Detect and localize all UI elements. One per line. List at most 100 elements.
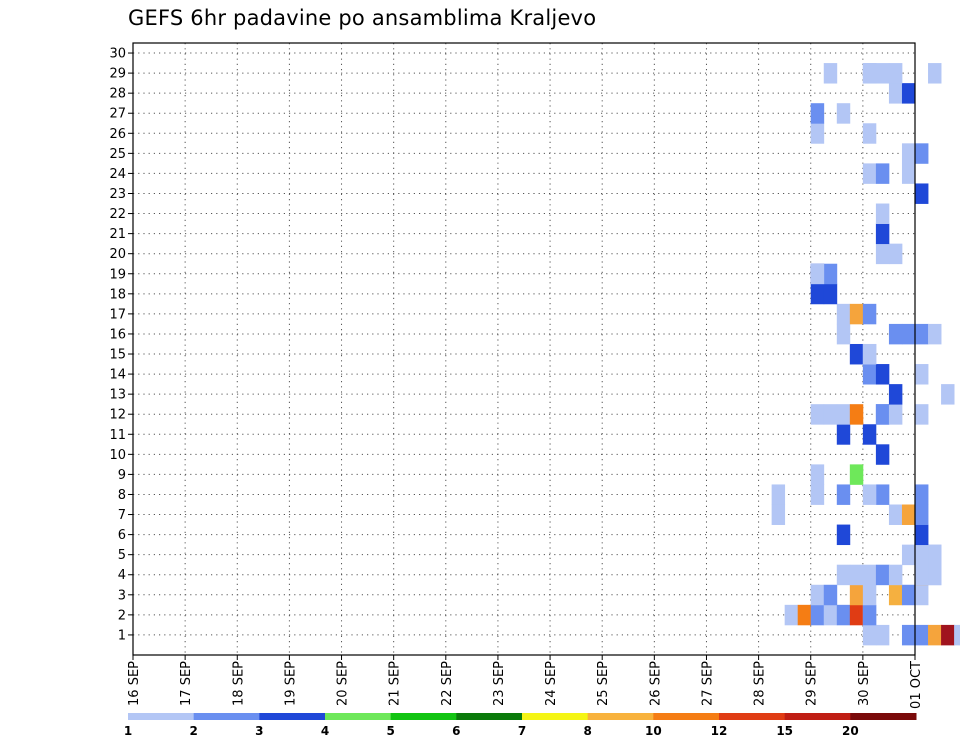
y-tick-label: 16 bbox=[109, 327, 126, 342]
heatmap-cell bbox=[836, 404, 851, 425]
colorbar-label: 1 bbox=[124, 724, 132, 738]
x-tick-label: 21 SEP bbox=[388, 661, 403, 706]
heatmap-cell bbox=[810, 283, 825, 305]
y-tick-label: 14 bbox=[109, 368, 126, 383]
heatmap-cell bbox=[823, 283, 838, 305]
y-tick-label: 3 bbox=[118, 588, 126, 603]
x-tick-label: 24 SEP bbox=[544, 661, 559, 706]
heatmap-cell bbox=[901, 323, 916, 345]
heatmap-cell bbox=[888, 323, 903, 345]
heatmap-cell bbox=[875, 444, 890, 465]
heatmap-cell bbox=[849, 343, 864, 365]
x-tick-label: 20 SEP bbox=[336, 661, 351, 706]
y-tick-label: 10 bbox=[109, 448, 126, 463]
chart-title: GEFS 6hr padavine po ansamblima Kraljevo bbox=[128, 6, 597, 30]
y-tick-label: 19 bbox=[109, 267, 126, 282]
heatmap-cell bbox=[862, 564, 877, 586]
colorbar-segment bbox=[719, 713, 786, 720]
heatmap-cell bbox=[862, 484, 877, 505]
y-tick-label: 12 bbox=[109, 408, 126, 423]
colorbar-segment bbox=[193, 713, 260, 720]
y-tick-label: 23 bbox=[109, 187, 126, 202]
heatmap-cell bbox=[875, 564, 890, 586]
y-tick-label: 27 bbox=[109, 107, 126, 122]
x-tick-label: 23 SEP bbox=[492, 661, 507, 706]
y-tick-label: 15 bbox=[109, 348, 126, 363]
colorbar-label: 6 bbox=[452, 724, 460, 738]
heatmap-cell bbox=[849, 564, 864, 586]
heatmap-cell bbox=[888, 384, 903, 405]
heatmap-cell bbox=[875, 484, 890, 505]
heatmap-cell bbox=[875, 63, 890, 84]
y-tick-label: 24 bbox=[109, 167, 126, 182]
heatmap-cell bbox=[915, 323, 929, 345]
colorbar-segment bbox=[128, 713, 195, 720]
heatmap-cell bbox=[810, 263, 825, 285]
heatmap-cell bbox=[915, 504, 929, 525]
colorbar-label: 5 bbox=[386, 724, 394, 738]
heatmap-cell bbox=[915, 544, 929, 566]
x-tick-label: 25 SEP bbox=[596, 661, 611, 706]
y-tick-label: 4 bbox=[118, 568, 126, 583]
heatmap-cell bbox=[823, 63, 838, 84]
heatmap-cell bbox=[954, 624, 960, 646]
grid-lines bbox=[133, 43, 915, 655]
heatmap-cell bbox=[928, 544, 942, 566]
heatmap-cell bbox=[862, 604, 877, 626]
colorbar-segment bbox=[850, 713, 917, 720]
heatmap-cell bbox=[901, 163, 916, 184]
colorbar-segment bbox=[259, 713, 326, 720]
colorbar-label: 4 bbox=[321, 724, 329, 738]
heatmap-cell bbox=[888, 404, 903, 425]
heatmap-cell bbox=[915, 564, 929, 586]
heatmap-cell bbox=[862, 624, 877, 646]
colorbar-label: 7 bbox=[518, 724, 526, 738]
x-tick-label: 18 SEP bbox=[231, 661, 246, 706]
heatmap-cell bbox=[941, 624, 955, 646]
heatmap-cell bbox=[901, 544, 916, 566]
heatmap-cell bbox=[849, 584, 864, 606]
heatmap-cell bbox=[810, 464, 825, 485]
heatmap-cell bbox=[875, 243, 890, 265]
heatmap-cell bbox=[915, 584, 929, 606]
heatmap-cell bbox=[901, 143, 916, 164]
heatmap-cell bbox=[784, 604, 799, 626]
colorbar-segment bbox=[325, 713, 392, 720]
heatmap-cell bbox=[888, 83, 903, 104]
heatmap-cell bbox=[836, 524, 851, 546]
y-tick-label: 2 bbox=[118, 608, 126, 623]
heatmap-cell bbox=[888, 564, 903, 586]
heatmap-cell bbox=[875, 203, 890, 224]
heatmap-cell bbox=[862, 364, 877, 385]
heatmap-cell bbox=[875, 404, 890, 425]
colorbar-label: 20 bbox=[842, 724, 859, 738]
colorbar-label: 3 bbox=[255, 724, 263, 738]
heatmap-cell bbox=[823, 604, 838, 626]
heatmap-cell bbox=[915, 364, 929, 385]
heatmap-cell bbox=[888, 63, 903, 84]
heatmap-cell bbox=[928, 323, 942, 345]
heatmap-cell bbox=[888, 243, 903, 265]
y-tick-label: 29 bbox=[109, 67, 126, 82]
heatmap-cell bbox=[915, 524, 929, 546]
y-tick-label: 1 bbox=[118, 628, 126, 643]
y-tick-label: 13 bbox=[109, 388, 126, 403]
heatmap-cell bbox=[836, 424, 851, 445]
heatmap-cell bbox=[771, 484, 786, 505]
x-tick-label: 01 OCT bbox=[909, 661, 924, 709]
heatmap-cell bbox=[810, 123, 825, 144]
heatmap-cell bbox=[823, 584, 838, 606]
heatmap-cell bbox=[836, 564, 851, 586]
heatmap-cell bbox=[810, 484, 825, 505]
y-tick-label: 9 bbox=[118, 468, 126, 483]
heatmap-cell bbox=[928, 564, 942, 586]
heatmap-cell bbox=[875, 223, 890, 245]
x-tick-label: 29 SEP bbox=[805, 661, 820, 706]
y-tick-label: 8 bbox=[118, 488, 126, 503]
heatmap-cell bbox=[810, 404, 825, 425]
heatmap-cell bbox=[928, 624, 942, 646]
y-tick-label: 28 bbox=[109, 87, 126, 102]
heatmap-cell bbox=[810, 103, 825, 124]
